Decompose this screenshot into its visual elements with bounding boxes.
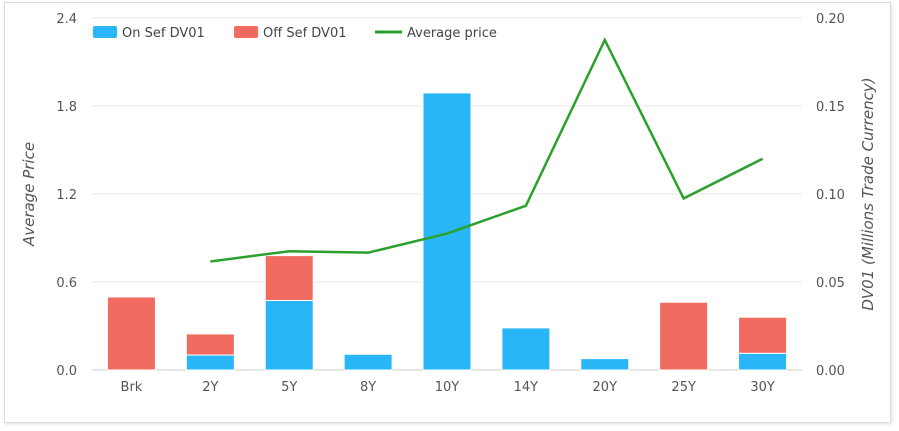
- legend-swatch-on-sef: [93, 26, 117, 38]
- bar-off-sef[interactable]: [580, 357, 630, 360]
- left-tick-label: 1.8: [56, 100, 77, 115]
- left-tick-label: 0.0: [56, 364, 77, 379]
- x-axis-ticks: Brk 2Y 5Y 8Y 10Y 14Y 20Y 25Y 30Y: [121, 380, 775, 395]
- x-tick-label: 25Y: [671, 380, 696, 395]
- bar-on-sef[interactable]: [501, 327, 551, 371]
- right-tick-label: 0.20: [816, 12, 845, 27]
- right-tick-label: 0.10: [816, 188, 845, 203]
- x-tick-label: 20Y: [593, 380, 618, 395]
- right-axis-ticks: 0.00 0.05 0.10 0.15 0.20: [816, 12, 845, 379]
- x-tick-label: 5Y: [281, 380, 297, 395]
- bar-on-sef[interactable]: [185, 354, 235, 371]
- bar-off-sef[interactable]: [343, 352, 393, 355]
- right-tick-label: 0.05: [816, 276, 845, 291]
- right-axis-title: DV01 (Millions Trade Currency): [859, 77, 877, 310]
- left-tick-label: 2.4: [56, 12, 77, 27]
- left-axis-ticks: 0.0 0.6 1.2 1.8 2.4: [56, 12, 77, 379]
- average-price-series-line: [210, 37, 764, 263]
- left-tick-label: 1.2: [56, 188, 77, 203]
- x-tick-label: 14Y: [514, 380, 539, 395]
- bar-off-sef[interactable]: [738, 316, 788, 354]
- bar-off-sef[interactable]: [264, 255, 314, 301]
- left-axis-title: Average Price: [20, 142, 38, 247]
- x-tick-label: 8Y: [360, 380, 376, 395]
- x-tick-label: 30Y: [750, 380, 775, 395]
- legend-label-on-sef: On Sef DV01: [122, 26, 205, 41]
- bar-off-sef[interactable]: [185, 333, 235, 356]
- bar-off-sef[interactable]: [501, 326, 551, 329]
- legend-swatch-off-sef: [234, 26, 258, 38]
- x-tick-label: Brk: [121, 380, 143, 395]
- right-tick-label: 0.15: [816, 100, 845, 115]
- legend: On Sef DV01 Off Sef DV01 Average price: [93, 26, 497, 41]
- bars: [106, 91, 788, 371]
- legend-label-off-sef: Off Sef DV01: [263, 26, 347, 41]
- average-price-line: [210, 37, 764, 263]
- right-tick-label: 0.00: [816, 364, 845, 379]
- x-tick-label: 2Y: [202, 380, 218, 395]
- bar-off-sef[interactable]: [659, 301, 709, 371]
- legend-item-off-sef[interactable]: Off Sef DV01: [234, 26, 347, 41]
- bar-off-sef[interactable]: [106, 296, 156, 371]
- legend-label-average-price: Average price: [407, 26, 497, 41]
- legend-item-average-price[interactable]: Average price: [375, 26, 497, 41]
- bar-on-sef[interactable]: [738, 352, 788, 371]
- bar-on-sef[interactable]: [580, 358, 630, 371]
- legend-item-on-sef[interactable]: On Sef DV01: [93, 26, 205, 41]
- bar-on-sef[interactable]: [264, 299, 314, 371]
- bar-on-sef[interactable]: [422, 92, 472, 371]
- left-tick-label: 0.6: [56, 276, 77, 291]
- bar-off-sef[interactable]: [422, 91, 472, 94]
- bar-on-sef[interactable]: [343, 353, 393, 371]
- x-tick-label: 10Y: [435, 380, 460, 395]
